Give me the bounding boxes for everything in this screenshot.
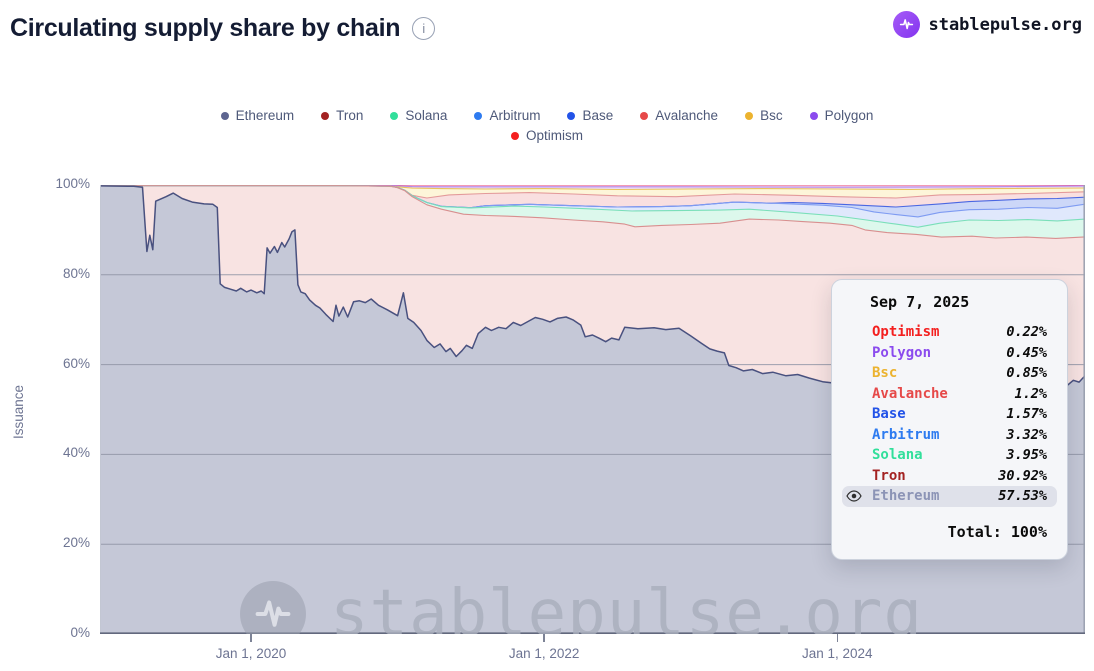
line-polygon xyxy=(100,185,1085,188)
tooltip-chain-value: 3.32% xyxy=(1006,426,1047,443)
tooltip-chain-name: Tron xyxy=(872,467,906,484)
legend-row: Ethereum Tron Solana Arbitrum Base Avalanche B… xyxy=(220,108,874,123)
legend-item-avalanche[interactable]: Avalanche xyxy=(640,108,718,123)
tooltip-chain-name: Avalanche xyxy=(872,385,948,402)
tooltip-chain-value: 0.22% xyxy=(1006,324,1047,341)
tooltip-total: Total: 100% xyxy=(947,522,1047,541)
y-tick-label: 60% xyxy=(62,355,90,371)
tooltip-chain-value: 0.85% xyxy=(1006,365,1047,382)
y-tick-label: 80% xyxy=(62,265,90,281)
legend-dot-icon xyxy=(321,111,330,120)
legend-dot-icon xyxy=(390,111,399,120)
tooltip-row-tron: Tron 30.92% xyxy=(842,466,1057,487)
legend-item-optimism[interactable]: Optimism xyxy=(511,128,583,143)
legend-dot-icon xyxy=(511,131,519,140)
tooltip-row-avalanche: Avalanche 1.2% xyxy=(842,384,1057,405)
legend-item-base[interactable]: Base xyxy=(567,108,613,123)
legend-label: Tron xyxy=(336,108,364,123)
tooltip-chain-name: Ethereum xyxy=(872,488,940,505)
tooltip-chain-name: Bsc xyxy=(872,365,898,382)
legend-label: Ethereum xyxy=(235,108,295,123)
x-tick-label: Jan 1, 2024 xyxy=(802,646,873,661)
legend-item-arbitrum[interactable]: Arbitrum xyxy=(474,108,540,123)
legend-label: Polygon xyxy=(824,108,874,123)
page-title: Circulating supply share by chain xyxy=(10,14,401,42)
legend-item-ethereum[interactable]: Ethereum xyxy=(220,108,295,123)
line-tron xyxy=(100,185,1085,239)
brand-name: stablepulse.org xyxy=(928,14,1082,35)
y-tick-label: 100% xyxy=(55,176,90,191)
tooltip-row-optimism: Optimism 0.22% xyxy=(842,322,1057,343)
tooltip-chain-value: 30.92% xyxy=(998,467,1047,484)
legend-label: Base xyxy=(582,108,614,123)
legend-label: Arbitrum xyxy=(489,108,541,123)
legend-dot-icon xyxy=(809,111,818,120)
y-tick-label: 40% xyxy=(62,445,90,461)
legend-dot-icon xyxy=(745,111,754,120)
x-tick-mark xyxy=(543,634,545,642)
tooltip-chain-name: Optimism xyxy=(872,324,940,341)
tooltip-row-base: Base 1.57% xyxy=(842,404,1057,425)
line-ethereum xyxy=(100,185,1085,395)
tooltip-date: Sep 7, 2025 xyxy=(870,293,970,311)
tooltip-chain-name: Solana xyxy=(872,447,923,464)
chart-tooltip: Sep 7, 2025 Optimism 0.22% Polygon 0.45% Bsc… xyxy=(831,279,1068,560)
x-tick-label: Jan 1, 2020 xyxy=(215,646,287,661)
y-tick-label: 0% xyxy=(70,625,90,640)
legend-item-polygon[interactable]: Polygon xyxy=(809,108,874,123)
x-tick-mark xyxy=(836,634,839,642)
tooltip-row-ethereum[interactable]: Ethereum 57.53% xyxy=(842,486,1057,507)
x-tick-mark xyxy=(250,634,252,642)
tooltip-chain-value: 0.45% xyxy=(1006,344,1047,361)
legend-dot-icon xyxy=(474,111,483,120)
brand[interactable]: stablepulse.org xyxy=(893,11,1082,38)
legend-dot-icon xyxy=(220,111,229,120)
tooltip-chain-value: 1.57% xyxy=(1006,406,1047,423)
tooltip-chain-value: 1.2% xyxy=(1014,385,1047,402)
tooltip-chain-name: Polygon xyxy=(872,344,932,361)
legend-label: Bsc xyxy=(760,108,783,123)
tooltip-row-solana: Solana 3.95% xyxy=(842,445,1057,466)
info-icon[interactable]: i xyxy=(412,17,436,40)
eye-icon xyxy=(846,490,862,502)
legend-dot-icon xyxy=(567,111,576,120)
tooltip-rows: Optimism 0.22% Polygon 0.45% Bsc 0.85% Avalanc… xyxy=(840,322,1059,507)
tooltip-row-polygon: Polygon 0.45% xyxy=(842,343,1057,364)
tooltip-row-arbitrum: Arbitrum 3.32% xyxy=(842,425,1057,446)
x-tick-label: Jan 1, 2022 xyxy=(508,646,580,661)
line-bsc xyxy=(100,185,1085,191)
legend-row: Optimism xyxy=(511,128,583,143)
chart-legend: Ethereum Tron Solana Arbitrum Base Avalanche B… xyxy=(0,108,1094,143)
legend-label: Solana xyxy=(405,108,448,123)
legend-item-bsc[interactable]: Bsc xyxy=(745,108,783,123)
tooltip-chain-value: 3.95% xyxy=(1006,447,1047,464)
tooltip-chain-name: Base xyxy=(872,406,906,423)
legend-item-solana[interactable]: Solana xyxy=(390,108,447,123)
tooltip-chain-name: Arbitrum xyxy=(872,426,940,443)
legend-label: Optimism xyxy=(526,128,583,143)
legend-label: Avalanche xyxy=(655,108,719,123)
pulse-logo-icon xyxy=(893,11,921,38)
header: Circulating supply share by chain i xyxy=(10,14,436,43)
tooltip-row-bsc: Bsc 0.85% xyxy=(842,363,1057,384)
tooltip-chain-value: 57.53% xyxy=(998,488,1047,505)
y-tick-label: 20% xyxy=(62,535,90,551)
legend-dot-icon xyxy=(640,111,649,120)
eye-icon-slot xyxy=(846,488,872,504)
legend-item-tron[interactable]: Tron xyxy=(321,108,363,123)
